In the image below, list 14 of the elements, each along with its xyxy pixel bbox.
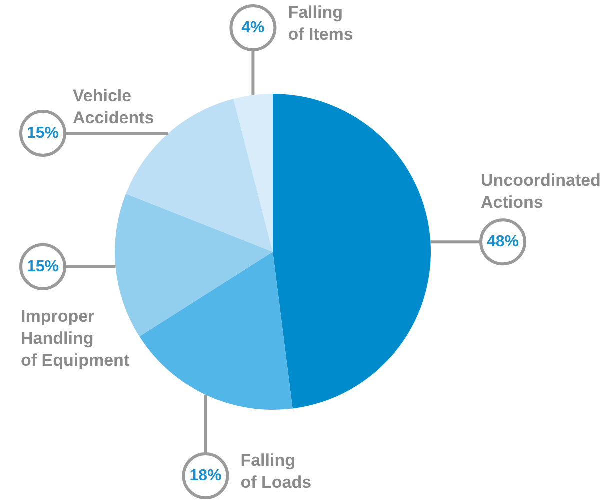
slice-label: Improper Handling of Equipment: [21, 306, 130, 370]
pie-slice: [273, 94, 431, 409]
data-label: 18%: [190, 468, 222, 484]
slice-label: Uncoordinated Actions: [481, 171, 601, 212]
data-label: 15%: [26, 124, 60, 142]
slice-label: Vehicle Accidents: [73, 86, 154, 128]
data-label: 15%: [26, 258, 60, 276]
slice-label: Falling of Loads: [240, 451, 312, 492]
pie-slice: [234, 94, 273, 252]
slice-label: Falling of Items: [288, 3, 354, 44]
pie-slice: [140, 252, 293, 410]
data-label: 48%: [486, 234, 520, 251]
data-label: 4%: [242, 20, 265, 36]
pie-slice: [115, 194, 273, 337]
